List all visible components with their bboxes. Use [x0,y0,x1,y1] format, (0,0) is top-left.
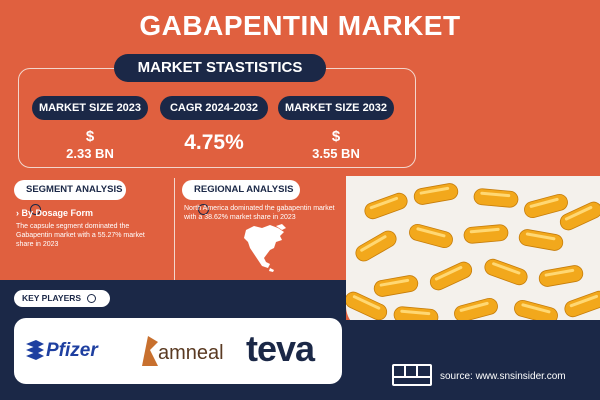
key-players-label: KEY PLAYERS [14,290,110,307]
capsule [538,265,584,287]
capsules-photo [346,176,600,332]
page-title: GABAPENTIN MARKET [139,10,461,41]
regional-analysis-text: REGIONAL ANALYSIS [194,184,294,195]
capsule [564,290,600,318]
section-divider [174,178,175,286]
capsule [518,229,564,251]
pfizer-logo-icon [26,340,44,360]
market-size-2023-value: 2.33 BN [66,146,114,161]
stats-heading: MARKET STASTISTICS [114,54,326,82]
capsule [473,188,519,208]
dollar-icon: $ [85,128,95,145]
capsule [514,299,558,325]
capsule [364,192,408,220]
capsule [463,224,509,244]
capsule [454,297,498,323]
north-america-map-icon [244,224,286,272]
amneal-logo-icon [142,336,158,366]
regional-analysis-label: REGIONAL ANALYSIS [182,180,300,215]
capsule [373,275,419,297]
capsule [355,230,397,262]
market-size-2032-value: 3.55 BN [312,146,360,161]
capsule [559,201,600,231]
source-text: source: www.snsinsider.com [440,371,566,382]
sns-insider-logo-icon [394,366,430,384]
segment-analysis-label: SEGMENT ANALYSIS [14,180,126,215]
globe-icon [30,203,41,215]
capsule [524,193,568,219]
key-players-text: KEY PLAYERS [22,293,82,303]
regional-text: North America dominated the gabapentin m… [184,205,335,221]
cagr-value: 4.75% [184,131,244,154]
dollar-icon: $ [331,128,341,145]
key-players-logos: Pfizer amneal teva [14,318,342,384]
capsules-image [346,183,600,326]
market-size-2023-label: MARKET SIZE 2023 [32,96,148,120]
capsule [409,223,453,249]
market-size-2032-label: MARKET SIZE 2032 [278,96,394,120]
segment-text: The capsule segment dominated the Gabape… [16,223,145,248]
teva-logo-text: teva [246,328,315,369]
arrow-icon [87,294,97,304]
pfizer-logo-text: Pfizer [46,340,98,361]
sns-insider-logo [392,364,432,386]
amneal-logo-text: amneal [158,342,224,364]
globe-icon [198,203,209,215]
segment-subhead: › By Dosage Form [16,208,94,218]
segment-analysis-text: SEGMENT ANALYSIS [26,184,123,195]
capsule [346,291,388,321]
capsule [429,261,473,291]
cagr-label: CAGR 2024-2032 [160,96,268,120]
capsule [413,183,459,205]
capsule [484,258,528,286]
